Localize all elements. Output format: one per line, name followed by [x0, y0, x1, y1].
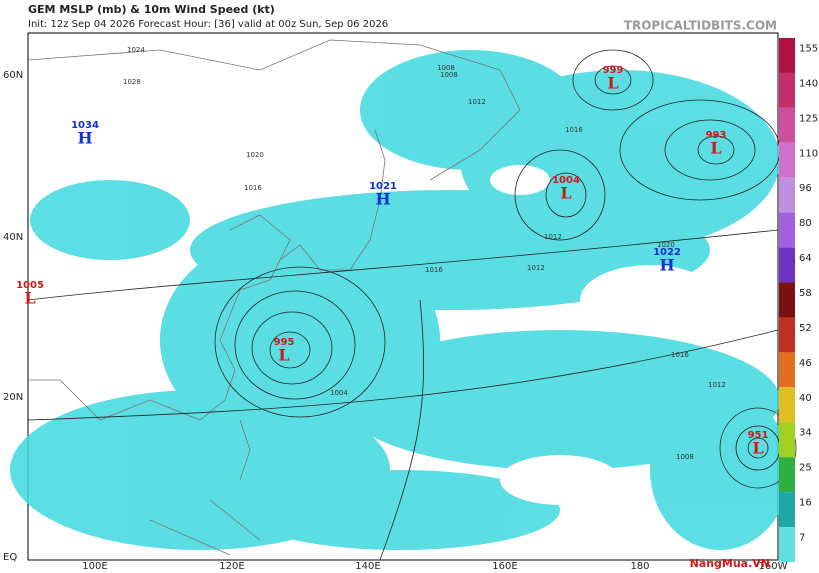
isobar-label: 1016	[244, 184, 262, 192]
colorbar-cell	[779, 142, 795, 178]
isobar-label: 1028	[123, 78, 141, 86]
longitude-label: 160W	[759, 561, 788, 572]
colorbar-label: 46	[799, 358, 812, 369]
center-value: 995	[274, 337, 295, 348]
colorbar: 155 140 125 110 96 80 64 58 52 46 40 34 25 16 7	[779, 38, 818, 562]
colorbar-cell	[779, 317, 795, 353]
colorbar-label: 96	[799, 183, 812, 194]
source: TROPICALTIDBITS.COM	[624, 19, 777, 33]
title: GEM MSLP (mb) & 10m Wind Speed (kt)	[28, 3, 275, 16]
colorbar-label: 64	[799, 253, 812, 264]
center-value: 999	[603, 65, 624, 76]
colorbar-cell	[779, 422, 795, 458]
wind-field	[10, 50, 790, 550]
watermark: NangMua.VN	[690, 557, 770, 570]
calm-areas	[490, 165, 720, 505]
colorbar-label: 125	[799, 113, 818, 124]
center-letter: H	[659, 256, 674, 275]
center-letter: L	[560, 184, 571, 203]
colorbar-cell	[779, 527, 795, 562]
latitude-label: 20N	[3, 392, 23, 403]
colorbar-label: 155	[799, 43, 818, 54]
coastlines	[27, 39, 521, 556]
colorbar-cell	[779, 352, 795, 388]
colorbar-label: 80	[799, 218, 812, 229]
colorbar-cell	[779, 38, 795, 73]
center-letter: L	[24, 289, 35, 308]
colorbar-label: 40	[799, 393, 812, 404]
longitude-label: 100E	[82, 561, 107, 572]
colorbar-cell	[779, 212, 795, 248]
longitude-label: 180	[630, 561, 649, 572]
colorbar-cell	[779, 387, 795, 423]
isobar-label: 1012	[527, 264, 545, 272]
isobar-label: 1004	[330, 389, 348, 397]
center-letter: L	[752, 439, 763, 458]
center-value: 951	[748, 430, 769, 441]
center-value: 1034	[71, 120, 99, 131]
isobar-label: 1008	[437, 64, 455, 72]
isobar-label: 1020	[657, 241, 675, 249]
latitude-label: 60N	[3, 70, 23, 81]
colorbar-cell	[779, 107, 795, 143]
center-value: 1005	[16, 280, 44, 291]
isobar-label: 1008	[440, 71, 458, 79]
center-letter: L	[710, 139, 721, 158]
center-value: 993	[706, 130, 727, 141]
center-letter: H	[375, 190, 390, 209]
subtitle: Init: 12z Sep 04 2026 Forecast Hour: [36…	[28, 19, 388, 30]
isobar-label: 1024	[127, 46, 145, 54]
graticule-labels: 60N 40N 20N EQ 100E 120E 140E 160E 180 160W	[3, 70, 788, 572]
center-value: 1004	[552, 175, 580, 186]
colorbar-cell	[779, 247, 795, 283]
center-letter: H	[77, 129, 92, 148]
longitude-label: 120E	[219, 561, 244, 572]
colorbar-cell	[779, 177, 795, 213]
colorbar-cell	[779, 457, 795, 493]
colorbar-label: 58	[799, 288, 812, 299]
isobar-label: 1016	[565, 126, 583, 134]
isobar-label: 1008	[676, 453, 694, 461]
colorbar-label: 110	[799, 148, 818, 159]
isobar-label: 1020	[246, 151, 264, 159]
colorbar-label: 140	[799, 78, 818, 89]
colorbar-label: 34	[799, 428, 812, 439]
longitude-label: 140E	[355, 561, 380, 572]
longitude-label: 160E	[492, 561, 517, 572]
latitude-label: EQ	[3, 552, 17, 563]
colorbar-label: 7	[799, 533, 805, 544]
colorbar-cell	[779, 492, 795, 528]
colorbar-label: 52	[799, 323, 812, 334]
isobar-label: 1016	[425, 266, 443, 274]
colorbar-label: 25	[799, 463, 812, 474]
isobar-label: 1012	[708, 381, 726, 389]
colorbar-label: 16	[799, 498, 812, 509]
center-letter: L	[607, 74, 618, 93]
latitude-label: 40N	[3, 232, 23, 243]
center-value: 1021	[369, 181, 397, 192]
isobar-label: 1012	[468, 98, 486, 106]
isobar-labels: 1024 1028 1020 1016 1012 1008 1004 1016 1012 1016…	[123, 46, 726, 461]
center-value: 1022	[653, 247, 681, 258]
colorbar-cell	[779, 282, 795, 318]
isobar-label: 1016	[671, 351, 689, 359]
pressure-centers: 1034H1021H1022H1005L995L999L1004L993L951…	[16, 65, 768, 458]
center-letter: L	[278, 346, 289, 365]
colorbar-cell	[779, 72, 795, 108]
isobar-label: 1012	[544, 233, 562, 241]
